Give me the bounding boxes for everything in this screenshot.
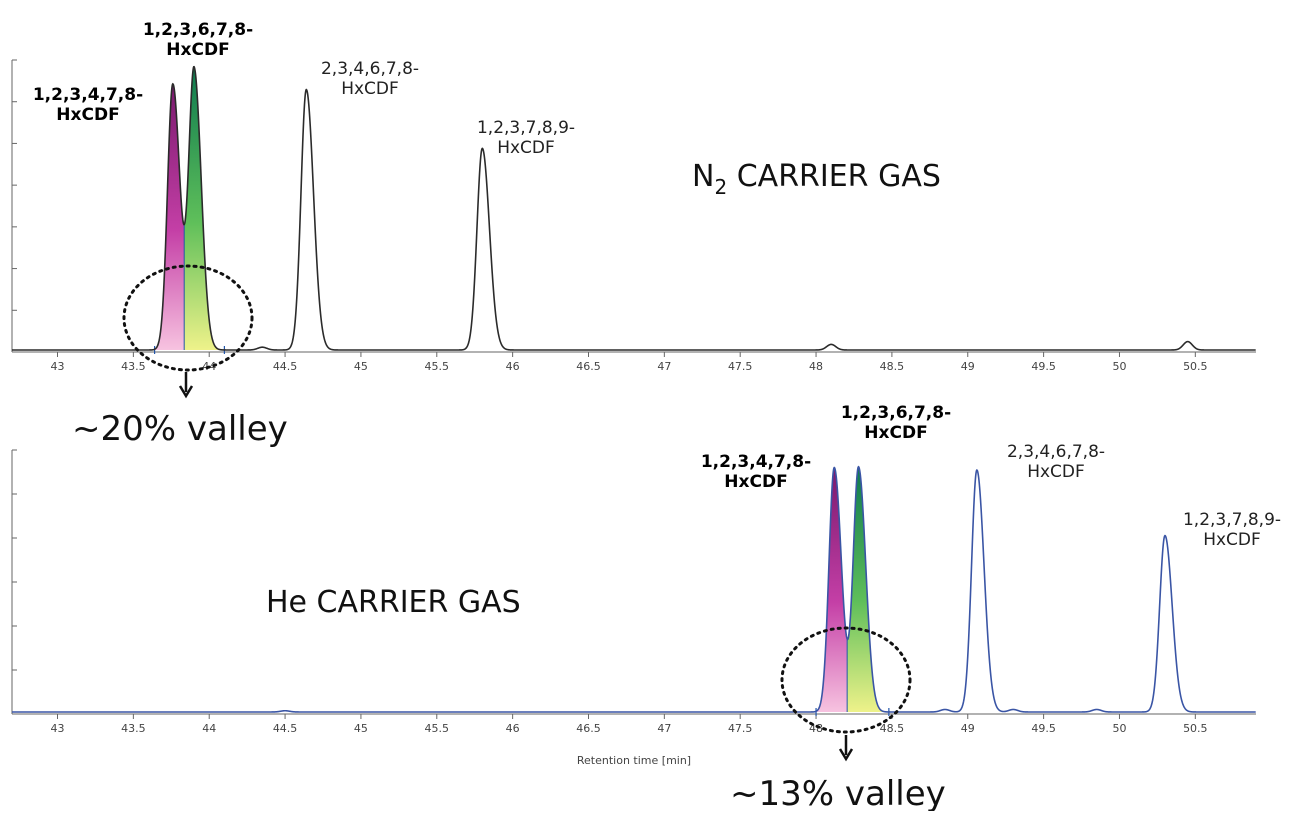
x-tick-label: 48.5: [880, 722, 905, 735]
peak-label-he-2: 1,2,3,6,7,8-: [841, 403, 951, 423]
carrier-gas-label-he: He CARRIER GAS: [266, 585, 521, 620]
peak-label-n2-4: HxCDF: [497, 138, 555, 158]
peak-label-he-1: HxCDF: [724, 472, 787, 492]
x-tick-label: 48: [809, 360, 823, 373]
x-tick-label: 50.5: [1183, 360, 1208, 373]
x-tick-label: 44: [202, 722, 216, 735]
x-tick-label: 43: [51, 360, 65, 373]
peak-fill-n2-2: [184, 66, 225, 350]
carrier-gas-label-n2: N2 CARRIER GAS: [692, 159, 941, 199]
peak-label-n2-3: HxCDF: [341, 79, 399, 99]
valley-annotation-he: ~13% valley: [730, 774, 946, 811]
x-tick-label: 47.5: [728, 360, 753, 373]
x-tick-label: 50.5: [1183, 722, 1208, 735]
x-tick-label: 46.5: [576, 360, 601, 373]
x-tick-label: 45: [354, 360, 368, 373]
x-tick-label: 50: [1112, 360, 1126, 373]
x-tick-label: 49: [961, 360, 975, 373]
x-tick-label: 47.5: [728, 722, 753, 735]
peak-label-he-1: 1,2,3,4,7,8-: [701, 452, 811, 472]
peak-label-n2-4: 1,2,3,7,8,9-: [477, 118, 575, 138]
trace-n2: [12, 65, 1256, 351]
peak-label-n2-1: 1,2,3,4,7,8-: [33, 85, 143, 105]
peak-fill-he-2: [847, 466, 889, 712]
x-tick-label: 50: [1112, 722, 1126, 735]
x-tick-label: 45.5: [425, 360, 450, 373]
x-tick-label: 46: [506, 722, 520, 735]
peak-label-he-2: HxCDF: [864, 423, 927, 443]
valley-arrowhead-n2: [178, 385, 194, 399]
x-tick-label: 47: [657, 360, 671, 373]
x-tick-label: 47: [657, 722, 671, 735]
valley-circle-he: [780, 626, 912, 734]
x-tick-label: 45.5: [425, 722, 450, 735]
x-tick-label: 46.5: [576, 722, 601, 735]
x-tick-label: 48.5: [880, 360, 905, 373]
x-tick-label: 44.5: [273, 360, 298, 373]
x-tick-label: 43.5: [121, 722, 146, 735]
trace-he: [12, 465, 1256, 713]
peak-label-he-4: HxCDF: [1203, 530, 1261, 550]
peak-label-he-4: 1,2,3,7,8,9-: [1183, 510, 1281, 530]
x-tick-label: 49: [961, 722, 975, 735]
x-tick-label: 46: [506, 360, 520, 373]
peak-label-n2-3: 2,3,4,6,7,8-: [321, 59, 419, 79]
peak-label-n2-2: 1,2,3,6,7,8-: [143, 20, 253, 40]
valley-circle-n2: [122, 264, 254, 372]
valley-annotation-n2: ~20% valley: [72, 409, 288, 449]
peak-label-n2-2: HxCDF: [166, 40, 229, 60]
x-tick-label: 49.5: [1031, 722, 1056, 735]
valley-arrowhead-he: [838, 748, 854, 762]
x-tick-label: 44.5: [273, 722, 298, 735]
x-tick-label: 49.5: [1031, 360, 1056, 373]
x-tick-label: 43: [51, 722, 65, 735]
peak-label-he-3: HxCDF: [1027, 462, 1085, 482]
peak-fill-n2-1: [154, 83, 185, 350]
x-axis-title: Retention time [min]: [577, 754, 691, 767]
x-tick-label: 45: [354, 722, 368, 735]
peak-label-he-3: 2,3,4,6,7,8-: [1007, 442, 1105, 462]
x-tick-label: 43.5: [121, 360, 146, 373]
peak-label-n2-1: HxCDF: [56, 105, 119, 125]
